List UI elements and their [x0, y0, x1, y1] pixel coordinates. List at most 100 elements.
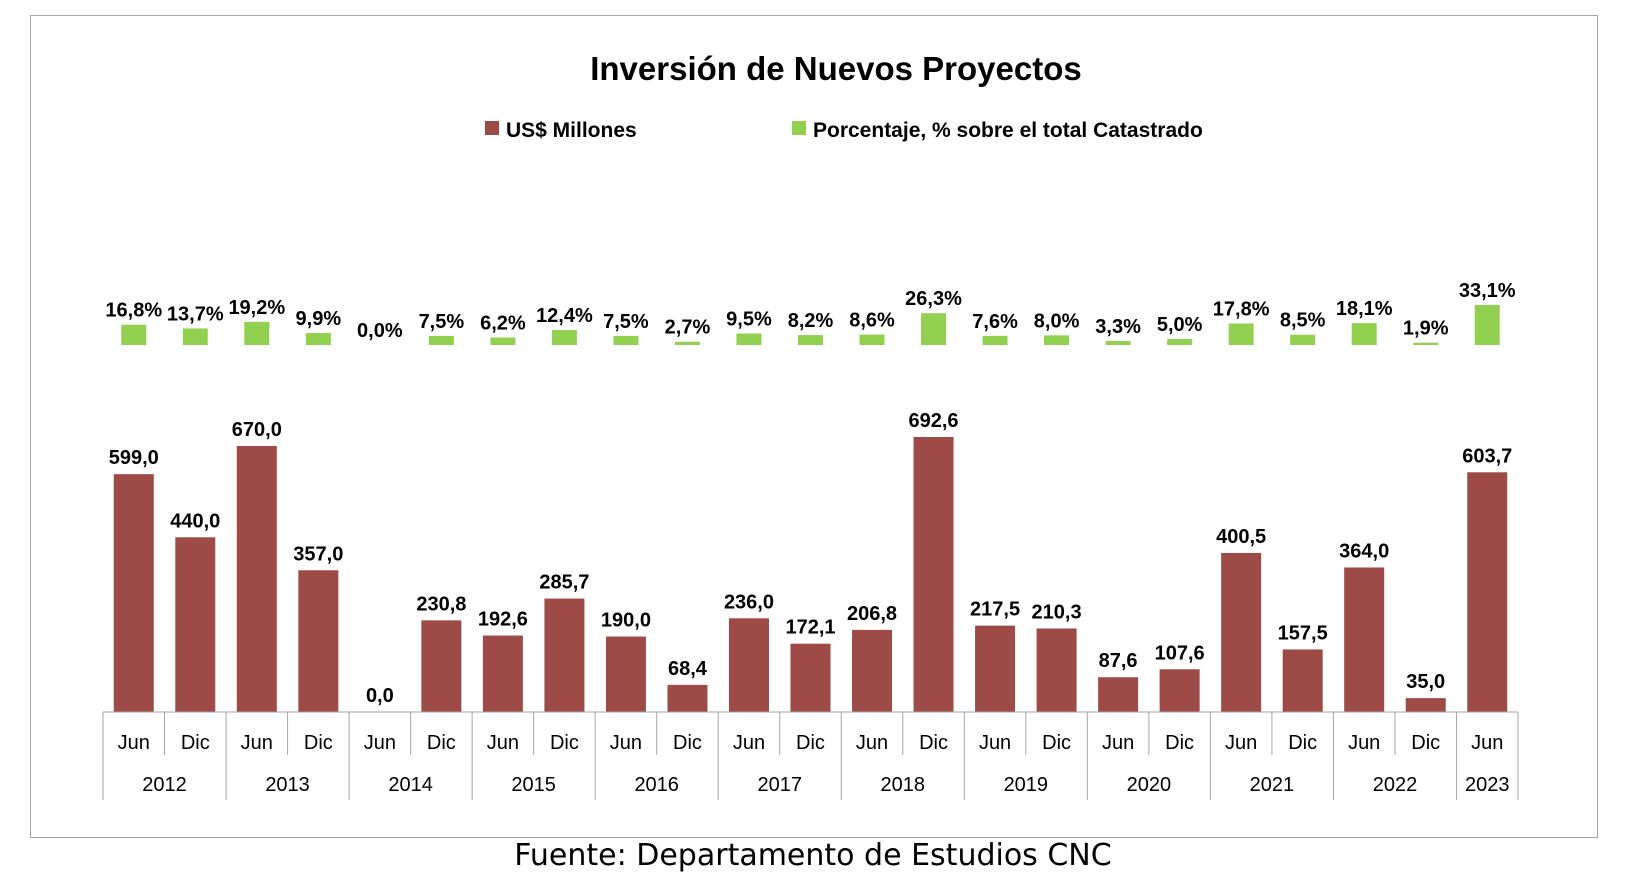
percentage-label-2020-dic: 5,0%	[1157, 314, 1203, 336]
year-label-2016: 2016	[634, 774, 679, 796]
percentage-bar-2012-jun	[121, 324, 147, 345]
tick-label-2016-jun: Jun	[610, 732, 642, 754]
value-label-2019-dic: 210,3	[1032, 601, 1082, 623]
tick-label-2019-jun: Jun	[979, 732, 1011, 754]
tick-label-2020-dic: Dic	[1165, 732, 1194, 754]
value-label-2017-jun: 236,0	[724, 591, 774, 613]
percentage-bar-2013-jun	[244, 321, 270, 345]
value-bar-2020-dic	[1159, 669, 1200, 712]
percentage-bar-2017-jun	[736, 333, 762, 345]
value-bar-2019-dic	[1036, 628, 1077, 712]
percentage-bar-2018-dic	[921, 313, 947, 345]
percentage-labels: 16,8% 13,7% 19,2% 9,9% 0,0% 7,5% 6,2% 12,4% 7,5%…	[105, 280, 1515, 342]
value-label-2018-dic: 692,6	[909, 410, 959, 432]
value-label-2021-dic: 157,5	[1278, 622, 1328, 644]
percentage-bars	[121, 305, 1500, 345]
value-bar-2021-jun	[1221, 552, 1262, 712]
year-label-2015: 2015	[511, 774, 556, 796]
percentage-bar-2019-jun	[982, 335, 1008, 345]
tick-label-2017-dic: Dic	[796, 732, 825, 754]
value-bar-2017-dic	[790, 643, 831, 712]
chart-title: Inversión de Nuevos Proyectos	[590, 50, 1082, 87]
value-bar-2021-dic	[1282, 649, 1323, 712]
legend-label-porcentaje: Porcentaje, % sobre el total Catastrado	[813, 119, 1203, 142]
percentage-bar-2016-jun	[613, 335, 639, 345]
legend-label-us-millones: US$ Millones	[506, 119, 637, 142]
percentage-bar-2012-dic	[182, 328, 208, 345]
percentage-bar-2019-dic	[1044, 335, 1070, 345]
tick-label-2020-jun: Jun	[1102, 732, 1134, 754]
year-label-2012: 2012	[142, 774, 187, 796]
value-label-2014-dic: 230,8	[416, 593, 466, 615]
tick-label-2013-dic: Dic	[304, 732, 333, 754]
year-label-2017: 2017	[757, 774, 802, 796]
legend: US$ Millones Porcentaje, % sobre el tota…	[485, 119, 1203, 142]
value-label-2013-jun: 670,0	[232, 419, 282, 441]
tick-label-2022-jun: Jun	[1348, 732, 1380, 754]
value-bar-2013-dic	[298, 570, 339, 712]
tick-label-2021-dic: Dic	[1288, 732, 1317, 754]
percentage-label-2015-jun: 6,2%	[480, 313, 526, 335]
tick-label-2018-jun: Jun	[856, 732, 888, 754]
value-label-2012-dic: 440,0	[170, 510, 220, 532]
percentage-label-2017-jun: 9,5%	[726, 309, 772, 331]
value-bar-2020-jun	[1098, 677, 1139, 712]
value-bar-2016-dic	[667, 684, 708, 712]
value-bar-2015-jun	[482, 635, 523, 712]
value-bar-2022-dic	[1405, 698, 1446, 712]
value-label-2023-jun: 603,7	[1462, 445, 1512, 467]
value-bar-2013-jun	[236, 445, 277, 712]
percentage-label-2014-dic: 7,5%	[419, 311, 465, 333]
tick-label-2014-dic: Dic	[427, 732, 456, 754]
value-label-2022-dic: 35,0	[1406, 671, 1445, 693]
value-label-2016-jun: 190,0	[601, 610, 651, 632]
percentage-label-2015-dic: 12,4%	[536, 305, 593, 327]
percentage-bar-2013-dic	[305, 333, 331, 345]
value-label-2022-jun: 364,0	[1339, 540, 1389, 562]
percentage-label-2022-dic: 1,9%	[1403, 318, 1449, 340]
percentage-bar-2016-dic	[674, 341, 700, 345]
value-label-2013-dic: 357,0	[293, 543, 343, 565]
year-label-2020: 2020	[1127, 774, 1172, 796]
value-bar-2016-jun	[605, 636, 646, 712]
percentage-label-2021-dic: 8,5%	[1280, 310, 1326, 332]
legend-swatch-porcentaje	[792, 121, 806, 135]
percentage-label-2013-jun: 19,2%	[228, 297, 285, 319]
tick-label-2017-jun: Jun	[733, 732, 765, 754]
tick-label-2023-jun: Jun	[1471, 732, 1503, 754]
percentage-label-2017-dic: 8,2%	[788, 310, 834, 332]
value-bar-2019-jun	[975, 625, 1016, 712]
percentage-label-2023-jun: 33,1%	[1459, 280, 1516, 302]
percentage-label-2019-dic: 8,0%	[1034, 310, 1080, 332]
percentage-label-2018-dic: 26,3%	[905, 288, 962, 310]
tick-label-2014-jun: Jun	[364, 732, 396, 754]
value-bar-2022-jun	[1344, 567, 1385, 712]
percentage-bar-2015-dic	[551, 330, 577, 345]
value-label-2016-dic: 68,4	[668, 658, 708, 680]
value-labels: 599,0 440,0 670,0 357,0 0,0 230,8 192,6 285,7 19…	[109, 410, 1513, 707]
percentage-bar-2020-jun	[1105, 341, 1131, 345]
value-bar-2017-jun	[728, 618, 769, 712]
source-note: Fuente: Departamento de Estudios CNC	[514, 838, 1112, 873]
percentage-label-2020-jun: 3,3%	[1095, 316, 1141, 338]
percentage-label-2014-jun: 0,0%	[357, 320, 403, 342]
percentage-bar-2017-dic	[798, 335, 823, 345]
percentage-bar-2022-jun	[1351, 323, 1377, 345]
value-bar-2015-dic	[544, 598, 585, 712]
value-label-2015-dic: 285,7	[539, 572, 589, 594]
value-label-2017-dic: 172,1	[785, 617, 835, 639]
percentage-label-2016-jun: 7,5%	[603, 311, 649, 333]
tick-label-2015-jun: Jun	[487, 732, 519, 754]
percentage-label-2018-jun: 8,6%	[849, 310, 895, 332]
year-label-2019: 2019	[1004, 774, 1049, 796]
value-bar-2018-dic	[913, 437, 954, 712]
value-label-2015-jun: 192,6	[478, 609, 528, 631]
value-bars	[113, 437, 1508, 712]
percentage-bar-2021-jun	[1228, 323, 1254, 345]
percentage-label-2022-jun: 18,1%	[1336, 298, 1393, 320]
year-label-2022: 2022	[1373, 774, 1418, 796]
value-bar-2018-jun	[852, 629, 893, 712]
value-label-2020-jun: 87,6	[1099, 650, 1138, 672]
percentage-label-2012-jun: 16,8%	[105, 300, 162, 322]
percentage-bar-2023-jun	[1474, 305, 1500, 345]
